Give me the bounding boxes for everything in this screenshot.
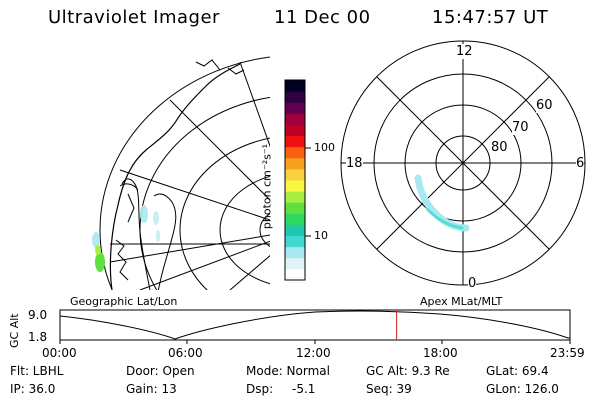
colorbar-band (285, 157, 305, 170)
gc-alt-status: GC Alt: 9.3 Re (366, 364, 450, 378)
polar-axis-diagonal (376, 76, 550, 250)
timeline-ylabel: GC Alt (8, 313, 21, 348)
dsp-label: Dsp: (246, 382, 274, 396)
geo-lat-circle (179, 137, 270, 290)
colorbar-band (285, 257, 305, 270)
geo-lat-circle (219, 175, 270, 285)
timeline-xtick: 06:00 (168, 346, 203, 360)
ip-status: IP: 36.0 (10, 382, 56, 396)
colorbar-band (285, 80, 305, 92)
colorbar-band (285, 91, 305, 103)
timeline-xtick: 18:00 (423, 346, 458, 360)
polar-mlt-0-label: 0 (468, 276, 477, 291)
filter-status: Flt: LBHL (10, 364, 64, 378)
colorbar-band (285, 102, 305, 114)
glon-status: GLon: 126.0 (486, 382, 559, 396)
colorbar-band (285, 180, 305, 192)
colorbar-band (285, 235, 305, 248)
polar-mlt-6-label: 6 (576, 156, 585, 171)
timeline-ytick-bottom: 1.8 (28, 330, 48, 344)
timeline-xtick: 12:00 (296, 346, 331, 360)
colorbar-band (285, 135, 305, 148)
geo-coastline (153, 193, 177, 290)
instrument-title: Ultraviolet Imager (48, 7, 220, 28)
geo-coastline (109, 63, 241, 290)
geo-meridian (239, 61, 270, 148)
timeline-frame (59, 309, 571, 341)
colorbar-tick-10: 10 (314, 229, 328, 242)
aurora-polar-emission (414, 174, 470, 232)
geo-meridian (169, 99, 270, 201)
colorbar-band (285, 113, 305, 125)
colorbar-band (285, 246, 305, 259)
colorbar-band (285, 146, 305, 159)
glat-status: GLat: 69.4 (486, 364, 549, 378)
geo-meridian (109, 234, 270, 263)
timeline-ytick-top: 9.0 (28, 308, 48, 322)
geo-meridian (229, 255, 270, 290)
geo-lat-circle (99, 56, 270, 290)
polar-lat-60-label: 60 (536, 98, 553, 113)
colorbar-tick-100: 100 (314, 141, 335, 154)
altitude-curve (59, 310, 570, 340)
colorbar-band (285, 202, 305, 214)
gain-status: Gain: 13 (126, 382, 177, 396)
colorbar-band (285, 168, 305, 181)
geo-meridian (139, 240, 270, 290)
colorbar-band (285, 268, 305, 281)
colorbar-frame (284, 79, 306, 281)
mode-status: Mode: Normal (246, 364, 330, 378)
geographic-caption: Geographic Lat/Lon (70, 295, 178, 308)
header-date: 11 Dec 00 (274, 7, 371, 28)
geo-coastline (195, 59, 245, 75)
colorbar-band (285, 191, 305, 203)
colorbar-band (285, 224, 305, 237)
geo-coastline (121, 178, 151, 290)
timeline-xtick: 00:00 (42, 346, 77, 360)
apex-caption: Apex MLat/MLT (420, 295, 503, 308)
timeline-xtick: 23:59 (550, 346, 585, 360)
colorbar-band (285, 124, 305, 137)
polar-mlt-12-label: 12 (456, 44, 473, 59)
aurora-geo-emission (92, 205, 160, 272)
geo-coastline (119, 183, 139, 223)
geo-lat-circle (259, 212, 270, 248)
polar-lat-80-label: 80 (491, 140, 508, 155)
geo-meridian (119, 169, 270, 221)
colorbar-band (285, 213, 305, 225)
polar-lat-70-label: 70 (512, 120, 529, 135)
seq-status: Seq: 39 (366, 382, 412, 396)
polar-mlt-18-label: 18 (346, 156, 363, 171)
header-time: 15:47:57 UT (432, 7, 549, 28)
door-status: Door: Open (126, 364, 195, 378)
geo-coastline (115, 239, 129, 281)
dsp-value: -5.1 (292, 382, 316, 396)
